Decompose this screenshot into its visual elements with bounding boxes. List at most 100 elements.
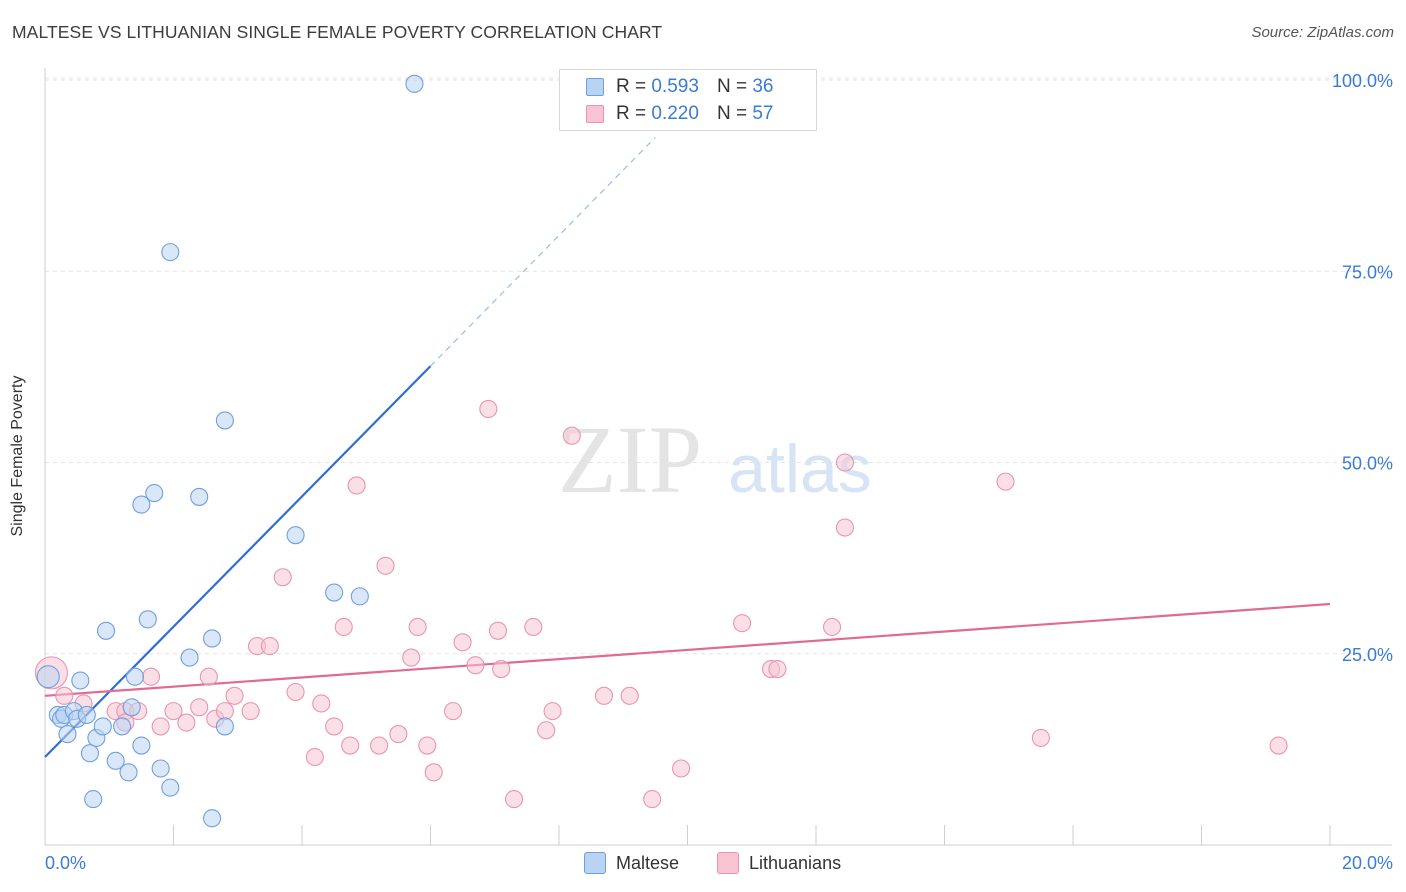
maltese-point — [161, 243, 180, 262]
maltese-point — [132, 495, 151, 514]
x-tick-label: 20.0% — [1342, 853, 1393, 873]
lithuanian-point — [241, 702, 260, 721]
lithuanian-point — [334, 617, 353, 637]
lithuanian-point — [418, 736, 437, 755]
lithuanian-point — [488, 621, 508, 640]
n-value-lithuanians: 57 — [752, 103, 774, 124]
lithuanian-point — [225, 686, 244, 705]
maltese-legend-icon — [584, 852, 606, 874]
lithuanian-point — [347, 476, 366, 495]
maltese-point — [80, 744, 100, 763]
lithuanian-point — [341, 736, 360, 755]
lithuanian-point — [402, 648, 421, 667]
maltese-point — [190, 487, 209, 506]
lithuanian-point — [260, 637, 279, 656]
lithuanian-point — [305, 747, 324, 767]
maltese-point — [350, 587, 369, 606]
y-tick-label: 25.0% — [1342, 645, 1393, 665]
y-tick-label: 100.0% — [1332, 71, 1393, 91]
maltese-point — [180, 648, 199, 667]
lithuanian-point — [672, 759, 691, 778]
chart-title: MALTESE VS LITHUANIAN SINGLE FEMALE POVE… — [12, 22, 663, 42]
watermark: ZIP atlas — [558, 406, 872, 513]
lithuanian-point — [524, 617, 543, 637]
maltese-point — [151, 759, 170, 778]
lithuanian-point — [562, 426, 581, 445]
trend-lines — [44, 136, 1331, 758]
lithuanian-point — [141, 667, 161, 686]
lithuanian-point — [823, 617, 842, 637]
maltese-point — [125, 667, 144, 686]
maltese-trend-extension — [430, 136, 656, 367]
x-tick-label: 0.0% — [45, 853, 86, 873]
y-tick-label: 50.0% — [1342, 454, 1393, 474]
lithuanian-point — [504, 790, 524, 809]
lithuanian-point — [768, 659, 787, 679]
lithuanian-point — [55, 686, 74, 705]
tick-labels: 25.0% 50.0% 75.0% 100.0% 0.0% 20.0% — [45, 71, 1393, 873]
lithuanian-point — [453, 633, 472, 652]
lithuanian-point — [466, 656, 485, 675]
maltese-point — [405, 74, 424, 93]
lithuanian-point — [1269, 736, 1288, 755]
lithuanian-point — [164, 702, 183, 721]
lithuanian-point — [325, 717, 344, 736]
lithuanian-point — [543, 702, 562, 721]
lithuanian-point — [594, 686, 614, 705]
lithuanian-point — [620, 686, 639, 705]
maltese-point — [36, 665, 60, 689]
lithuanian-point — [199, 667, 218, 686]
lithuanian-swatch-icon — [586, 105, 604, 123]
lithuanian-point — [273, 568, 292, 587]
maltese-point — [286, 526, 305, 545]
lithuanian-point — [151, 717, 170, 736]
lithuanian-point — [537, 721, 556, 740]
maltese-point — [71, 671, 90, 690]
y-tick-label: 75.0% — [1342, 262, 1393, 282]
lithuanian-point — [370, 736, 389, 755]
lithuanian-point — [733, 614, 752, 633]
correlation-legend: R = 0.593 N = 36 R = 0.220 N = 57 — [559, 69, 817, 131]
maltese-point — [84, 790, 103, 809]
series-legend: Maltese Lithuanians — [0, 852, 1406, 876]
maltese-point — [203, 809, 222, 828]
maltese-point — [161, 778, 180, 797]
maltese-point — [93, 717, 112, 736]
lithuanian-point — [1031, 728, 1050, 747]
lithuanian-point — [996, 472, 1015, 491]
maltese-point — [58, 725, 77, 744]
r-value-lithuanians: 0.220 — [651, 103, 699, 124]
axes — [44, 68, 1392, 846]
maltese-point — [122, 698, 141, 717]
r-label: R = — [616, 103, 647, 124]
maltese-point — [215, 411, 234, 430]
lithuanian-point — [835, 518, 854, 537]
maltese-point — [106, 751, 125, 770]
maltese-point — [215, 717, 234, 736]
legend-item-maltese[interactable]: Maltese — [584, 852, 679, 874]
maltese-point — [138, 610, 157, 629]
data-points — [34, 74, 1288, 828]
y-axis-label: Single Female Poverty — [9, 375, 26, 537]
lithuanian-point — [643, 790, 662, 809]
lithuanian-point — [424, 763, 443, 782]
maltese-point — [203, 629, 222, 648]
legend-label-maltese: Maltese — [616, 852, 680, 873]
legend-row-maltese: R = 0.593 N = 36 — [586, 75, 773, 99]
legend-item-lithuanians[interactable]: Lithuanians — [717, 852, 841, 874]
lithuanian-legend-icon — [717, 852, 739, 874]
maltese-point — [145, 484, 164, 503]
lithuanian-point — [492, 659, 511, 679]
maltese-point — [325, 583, 344, 602]
n-label: N = — [716, 76, 748, 97]
maltese-point — [132, 736, 151, 755]
r-label: R = — [616, 76, 647, 97]
maltese-swatch-icon — [586, 78, 604, 96]
lithuanian-point — [835, 453, 854, 472]
maltese-point — [119, 763, 138, 782]
r-value-maltese: 0.593 — [651, 76, 699, 97]
n-label: N = — [716, 103, 748, 124]
lithuanian-point — [215, 702, 234, 721]
maltese-point — [96, 621, 116, 640]
